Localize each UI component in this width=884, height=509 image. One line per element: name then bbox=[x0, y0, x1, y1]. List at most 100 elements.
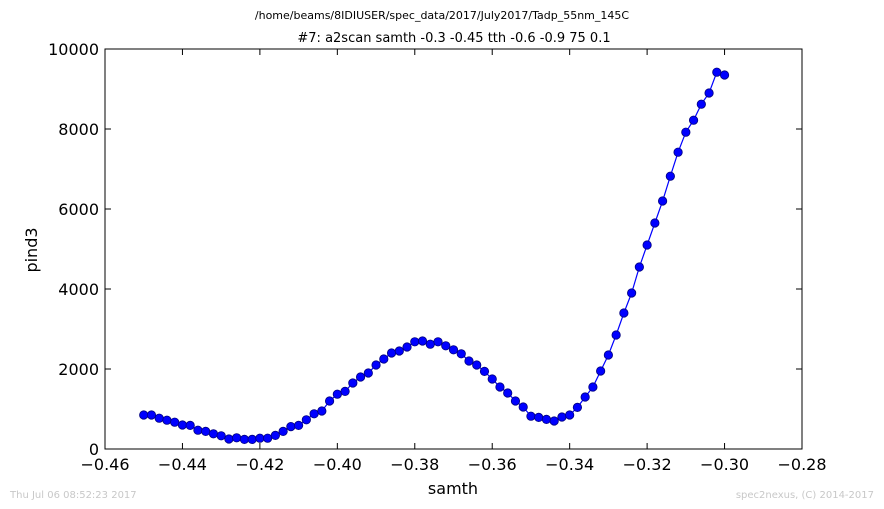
data-point bbox=[363, 368, 373, 378]
data-point bbox=[170, 417, 180, 427]
data-point bbox=[301, 415, 311, 425]
data-point bbox=[503, 388, 513, 398]
data-point bbox=[634, 262, 644, 272]
data-point bbox=[681, 127, 691, 137]
data-point bbox=[534, 412, 544, 422]
data-point bbox=[255, 433, 265, 443]
data-point bbox=[510, 396, 521, 406]
data-point bbox=[371, 360, 381, 370]
data-point bbox=[193, 425, 203, 435]
data-point bbox=[317, 406, 327, 416]
footer-timestamp: Thu Jul 06 08:52:23 2017 bbox=[9, 490, 137, 501]
data-point bbox=[696, 99, 706, 109]
data-point bbox=[433, 337, 443, 347]
data-point bbox=[410, 337, 420, 347]
data-point bbox=[263, 433, 273, 443]
data-point bbox=[340, 386, 350, 396]
data-point bbox=[425, 339, 435, 349]
data-point bbox=[479, 366, 490, 376]
data-point bbox=[270, 430, 280, 440]
data-point bbox=[688, 115, 699, 125]
data-point bbox=[456, 349, 466, 359]
data-point bbox=[549, 416, 559, 426]
data-point bbox=[177, 420, 188, 430]
data-point bbox=[557, 412, 567, 422]
x-tick-label: −0.30 bbox=[700, 455, 749, 474]
data-point bbox=[650, 218, 660, 228]
data-point bbox=[448, 345, 459, 355]
data-point bbox=[216, 431, 226, 441]
data-point bbox=[239, 434, 249, 444]
y-ticks: 0 2000 4000 6000 8000 10000 bbox=[48, 40, 802, 459]
data-point bbox=[348, 378, 358, 388]
x-axis-label: samth bbox=[428, 479, 478, 498]
data-point bbox=[719, 70, 730, 80]
series-layer bbox=[139, 67, 730, 444]
data-point bbox=[665, 171, 675, 181]
data-point bbox=[487, 374, 497, 384]
x-tick-label: −0.34 bbox=[545, 455, 594, 474]
data-point bbox=[278, 426, 288, 436]
data-point bbox=[139, 410, 149, 420]
data-point bbox=[201, 426, 211, 436]
footer-credit: spec2nexus, (C) 2014-2017 bbox=[736, 490, 874, 501]
file-path-header: /home/beams/8IDIUSER/spec_data/2017/July… bbox=[255, 9, 630, 22]
data-point bbox=[712, 67, 722, 77]
data-point bbox=[402, 342, 412, 352]
data-point bbox=[603, 350, 613, 360]
data-point bbox=[309, 409, 319, 419]
data-point bbox=[394, 346, 404, 356]
y-tick-label: 8000 bbox=[58, 120, 99, 139]
data-point bbox=[294, 420, 304, 430]
data-point bbox=[611, 330, 621, 340]
y-tick-label: 0 bbox=[89, 440, 99, 459]
data-point bbox=[162, 415, 172, 425]
data-point bbox=[379, 354, 389, 364]
y-tick-label: 6000 bbox=[58, 200, 99, 219]
data-point bbox=[154, 413, 164, 423]
y-tick-label: 4000 bbox=[58, 280, 99, 299]
data-point bbox=[541, 414, 552, 424]
x-tick-label: −0.46 bbox=[80, 455, 129, 474]
y-tick-label: 10000 bbox=[48, 40, 99, 59]
data-point bbox=[472, 360, 482, 370]
data-point bbox=[526, 411, 536, 421]
data-point bbox=[642, 240, 652, 250]
data-point bbox=[580, 392, 590, 402]
data-point bbox=[495, 382, 505, 392]
chart-title: #7: a2scan samth -0.3 -0.45 tth -0.6 -0.… bbox=[297, 31, 610, 46]
data-point bbox=[572, 402, 583, 412]
data-point bbox=[673, 147, 683, 157]
data-point bbox=[619, 308, 629, 318]
data-point bbox=[464, 356, 474, 366]
x-ticks: −0.46 −0.44 −0.42 −0.40 −0.38 −0.36 −0.34 −0.32… bbox=[80, 49, 827, 474]
x-tick-label: −0.36 bbox=[468, 455, 517, 474]
x-tick-label: −0.38 bbox=[390, 455, 439, 474]
data-point bbox=[627, 288, 637, 298]
data-point bbox=[224, 434, 234, 444]
y-axis-label: pind3 bbox=[22, 227, 41, 272]
data-point bbox=[518, 402, 528, 412]
y-tick-label: 2000 bbox=[58, 360, 99, 379]
x-tick-label: −0.44 bbox=[158, 455, 207, 474]
data-point bbox=[286, 421, 296, 432]
x-tick-label: −0.32 bbox=[623, 455, 672, 474]
data-point bbox=[588, 382, 598, 392]
data-point bbox=[324, 396, 335, 406]
data-point bbox=[332, 389, 342, 399]
data-point bbox=[704, 88, 714, 98]
plot-frame bbox=[104, 48, 803, 450]
x-tick-label: −0.28 bbox=[777, 455, 826, 474]
data-point bbox=[355, 372, 366, 382]
data-point bbox=[386, 348, 397, 358]
data-point bbox=[185, 420, 195, 430]
data-point bbox=[596, 366, 606, 376]
data-point bbox=[565, 410, 575, 420]
data-point bbox=[208, 429, 219, 439]
data-point bbox=[657, 196, 668, 206]
data-point bbox=[417, 336, 428, 346]
data-point bbox=[232, 433, 242, 443]
x-tick-label: −0.40 bbox=[313, 455, 362, 474]
data-point bbox=[441, 341, 451, 351]
